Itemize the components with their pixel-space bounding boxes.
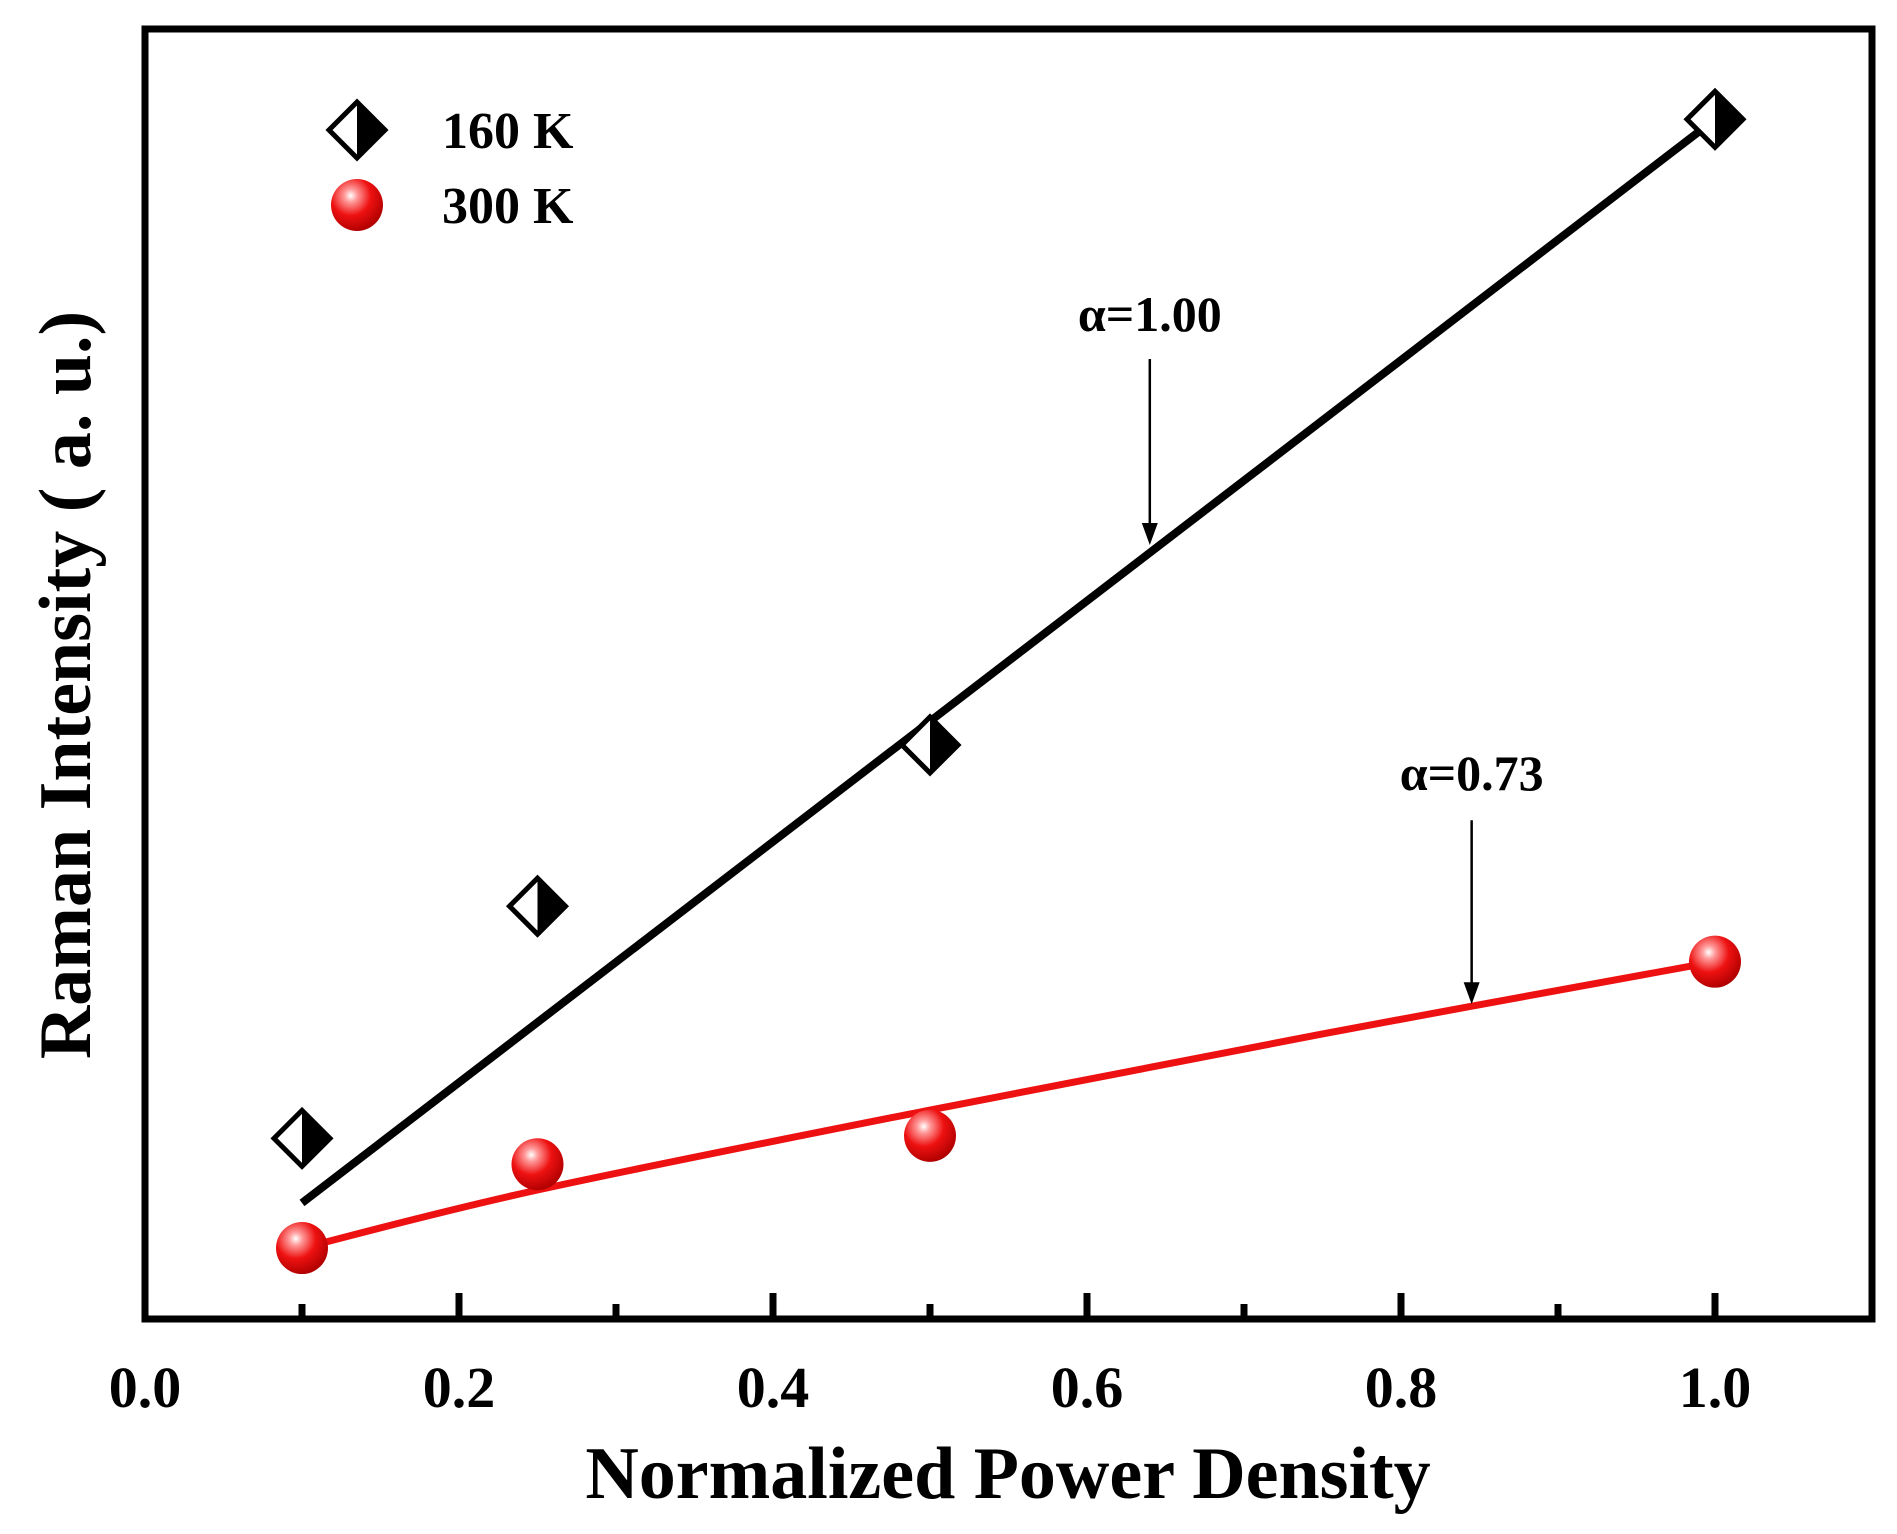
- annotation-alpha-300k: α=0.73: [1400, 745, 1544, 1005]
- plot-frame: [141, 25, 1876, 1323]
- x-tick-label: 0.6: [1051, 1355, 1124, 1420]
- legend-label-160k: 160 K: [442, 103, 574, 160]
- fit-line-300k: [301, 958, 1716, 1252]
- marker-300k: [1689, 935, 1741, 988]
- x-axis-tick-labels: 0.0 0.2 0.4 0.6 0.8 1.0: [109, 1355, 1752, 1420]
- alpha-label-300k: α=0.73: [1400, 745, 1544, 801]
- marker-300k: [904, 1109, 956, 1162]
- marker-160k: [270, 1106, 334, 1170]
- x-tick-label: 0.2: [423, 1355, 496, 1420]
- x-tick-label: 0.4: [737, 1355, 810, 1420]
- x-tick-label: 1.0: [1679, 1355, 1752, 1420]
- x-tick-label: 0.0: [109, 1355, 182, 1420]
- x-axis-ticks: [141, 1293, 1719, 1319]
- marker-300k: [276, 1222, 328, 1275]
- marker-160k: [1683, 87, 1747, 151]
- series-300k-markers: [276, 935, 1741, 1275]
- alpha-arrowhead-300k: [1463, 982, 1480, 1005]
- legend-marker-160k: [325, 98, 389, 162]
- legend-marker-300k: [331, 179, 383, 231]
- series-160k-markers: [270, 87, 1747, 1170]
- alpha-arrowhead-160k: [1141, 523, 1158, 545]
- x-axis-title: Normalized Power Density: [585, 1433, 1430, 1515]
- marker-160k: [505, 874, 570, 938]
- alpha-label-160k: α=1.00: [1078, 286, 1222, 342]
- y-axis-title: Raman Intensity ( a. u.): [25, 311, 107, 1059]
- legend: 160 K 300 K: [325, 98, 574, 235]
- fit-line-160k: [299, 116, 1718, 1207]
- x-tick-label: 0.8: [1365, 1355, 1438, 1420]
- marker-300k: [511, 1138, 564, 1191]
- legend-label-300k: 300 K: [442, 178, 574, 235]
- annotation-alpha-160k: α=1.00: [1078, 286, 1222, 545]
- marker-160k: [898, 713, 962, 777]
